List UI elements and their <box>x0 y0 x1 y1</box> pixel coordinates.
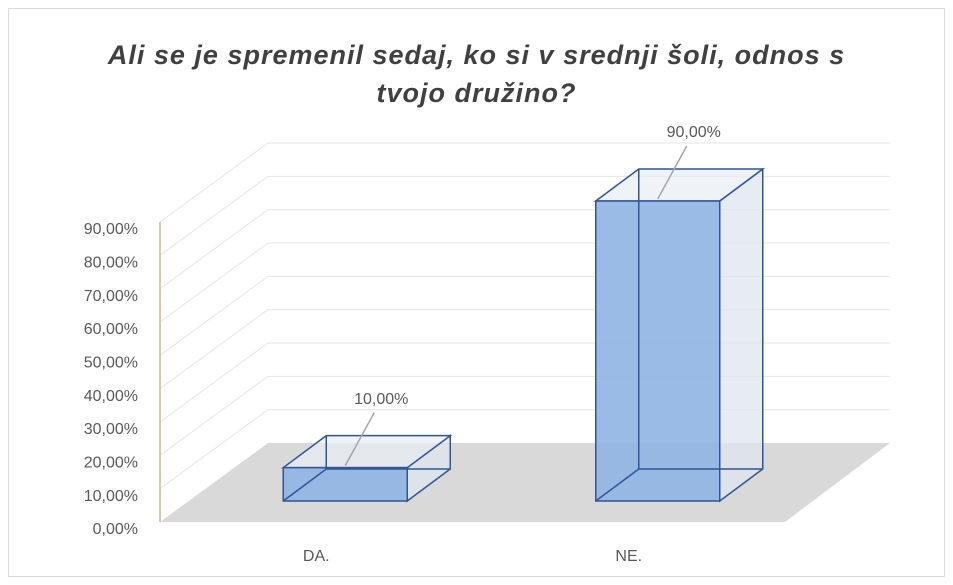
y-tick-label: 0,00% <box>93 521 138 538</box>
leader-line <box>344 412 375 467</box>
grid-line <box>159 142 890 223</box>
x-tick-label: NE. <box>615 548 642 565</box>
floor <box>160 443 890 522</box>
bar <box>595 200 721 502</box>
y-tick-label: 40,00% <box>84 388 138 405</box>
y-tick-label: 80,00% <box>84 255 138 272</box>
x-tick-label: DA. <box>303 548 330 565</box>
bar-edge <box>595 468 640 502</box>
y-tick-label: 50,00% <box>84 355 138 372</box>
leader-line <box>657 145 688 200</box>
bar <box>282 466 408 502</box>
y-tick-label: 10,00% <box>84 488 138 505</box>
y-tick-label: 90,00% <box>84 221 138 238</box>
y-tick-label: 70,00% <box>84 288 138 305</box>
bar-side <box>719 167 764 503</box>
y-tick-label: 20,00% <box>84 455 138 472</box>
y-tick-label: 60,00% <box>84 321 138 338</box>
bar-edge <box>282 468 327 502</box>
y-tick-label: 30,00% <box>84 421 138 438</box>
data-label: 10,00% <box>354 391 408 408</box>
chart-title: Ali se je spremenil sedaj, ko si v sredn… <box>107 40 846 108</box>
data-label: 90,00% <box>667 124 721 141</box>
